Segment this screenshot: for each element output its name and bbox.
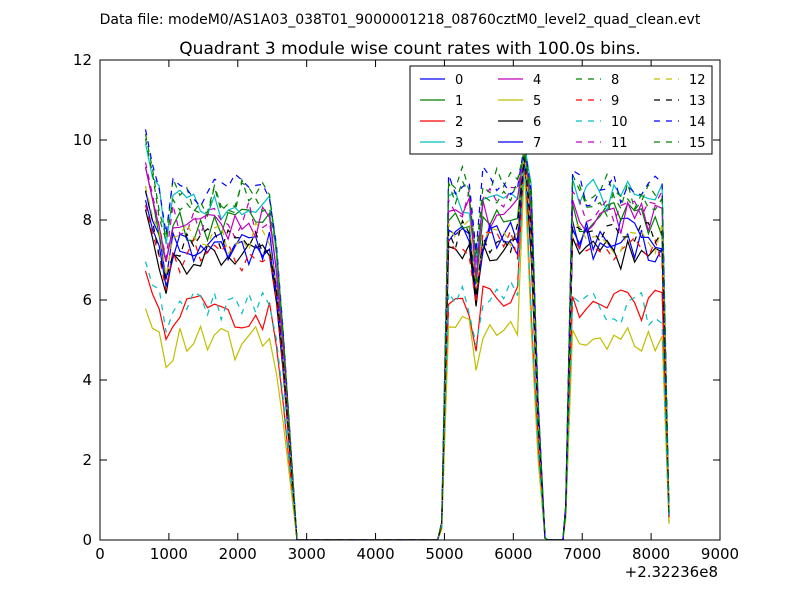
chart-title: Quadrant 3 module wise count rates with … (179, 39, 640, 59)
x-tick-label: 7000 (563, 545, 601, 563)
legend-label-0: 0 (455, 73, 463, 88)
legend-label-12: 12 (689, 73, 706, 88)
y-tick-label: 0 (82, 531, 92, 549)
legend-label-5: 5 (533, 94, 541, 109)
x-tick-label: 8000 (632, 545, 670, 563)
legend-label-10: 10 (611, 115, 628, 130)
x-tick-label: 3000 (288, 545, 326, 563)
y-tick-label: 4 (82, 371, 92, 389)
legend-label-15: 15 (689, 136, 706, 151)
x-tick-label: 9000 (701, 545, 739, 563)
chart-suptitle: Data file: modeM0/AS1A03_038T01_90000012… (100, 12, 701, 28)
legend-label-13: 13 (689, 94, 706, 109)
y-tick-label: 6 (82, 291, 92, 309)
legend-label-1: 1 (455, 94, 463, 109)
legend-label-2: 2 (455, 115, 463, 130)
axis-ticks: 0 1000 2000 3000 4000 5000 6000 7000 8000 9000 0 2 4… (73, 51, 739, 563)
series-line-5 (144, 166, 670, 540)
x-tick-label: 4000 (356, 545, 394, 563)
x-tick-label: 5000 (425, 545, 463, 563)
series-line-10 (144, 148, 670, 540)
legend-box (409, 65, 713, 155)
x-tick-label: 1000 (150, 545, 188, 563)
x-tick-label: 6000 (494, 545, 532, 563)
legend-label-4: 4 (533, 73, 541, 88)
series-group (144, 129, 670, 540)
series-line-14 (144, 129, 670, 540)
series-line-11 (144, 159, 670, 540)
legend-label-11: 11 (611, 136, 628, 151)
y-tick-label: 12 (73, 51, 92, 69)
legend-label-9: 9 (611, 94, 619, 109)
y-tick-label: 8 (82, 211, 92, 229)
series-line-2 (144, 157, 670, 540)
series-line-6 (144, 153, 670, 540)
legend-label-14: 14 (689, 115, 706, 130)
legend-label-6: 6 (533, 115, 541, 130)
series-line-1 (144, 146, 670, 540)
series-line-12 (144, 146, 670, 540)
y-tick-label: 10 (73, 131, 92, 149)
x-tick-label: 2000 (219, 545, 257, 563)
x-axis-offset-label: +2.32236e8 (625, 563, 718, 581)
legend-label-8: 8 (611, 73, 619, 88)
y-tick-label: 2 (82, 451, 92, 469)
legend-label-7: 7 (533, 136, 541, 151)
x-tick-label: 0 (95, 545, 105, 563)
legend-label-3: 3 (455, 136, 463, 151)
series-line-3 (144, 143, 670, 540)
series-line-15 (144, 138, 670, 540)
